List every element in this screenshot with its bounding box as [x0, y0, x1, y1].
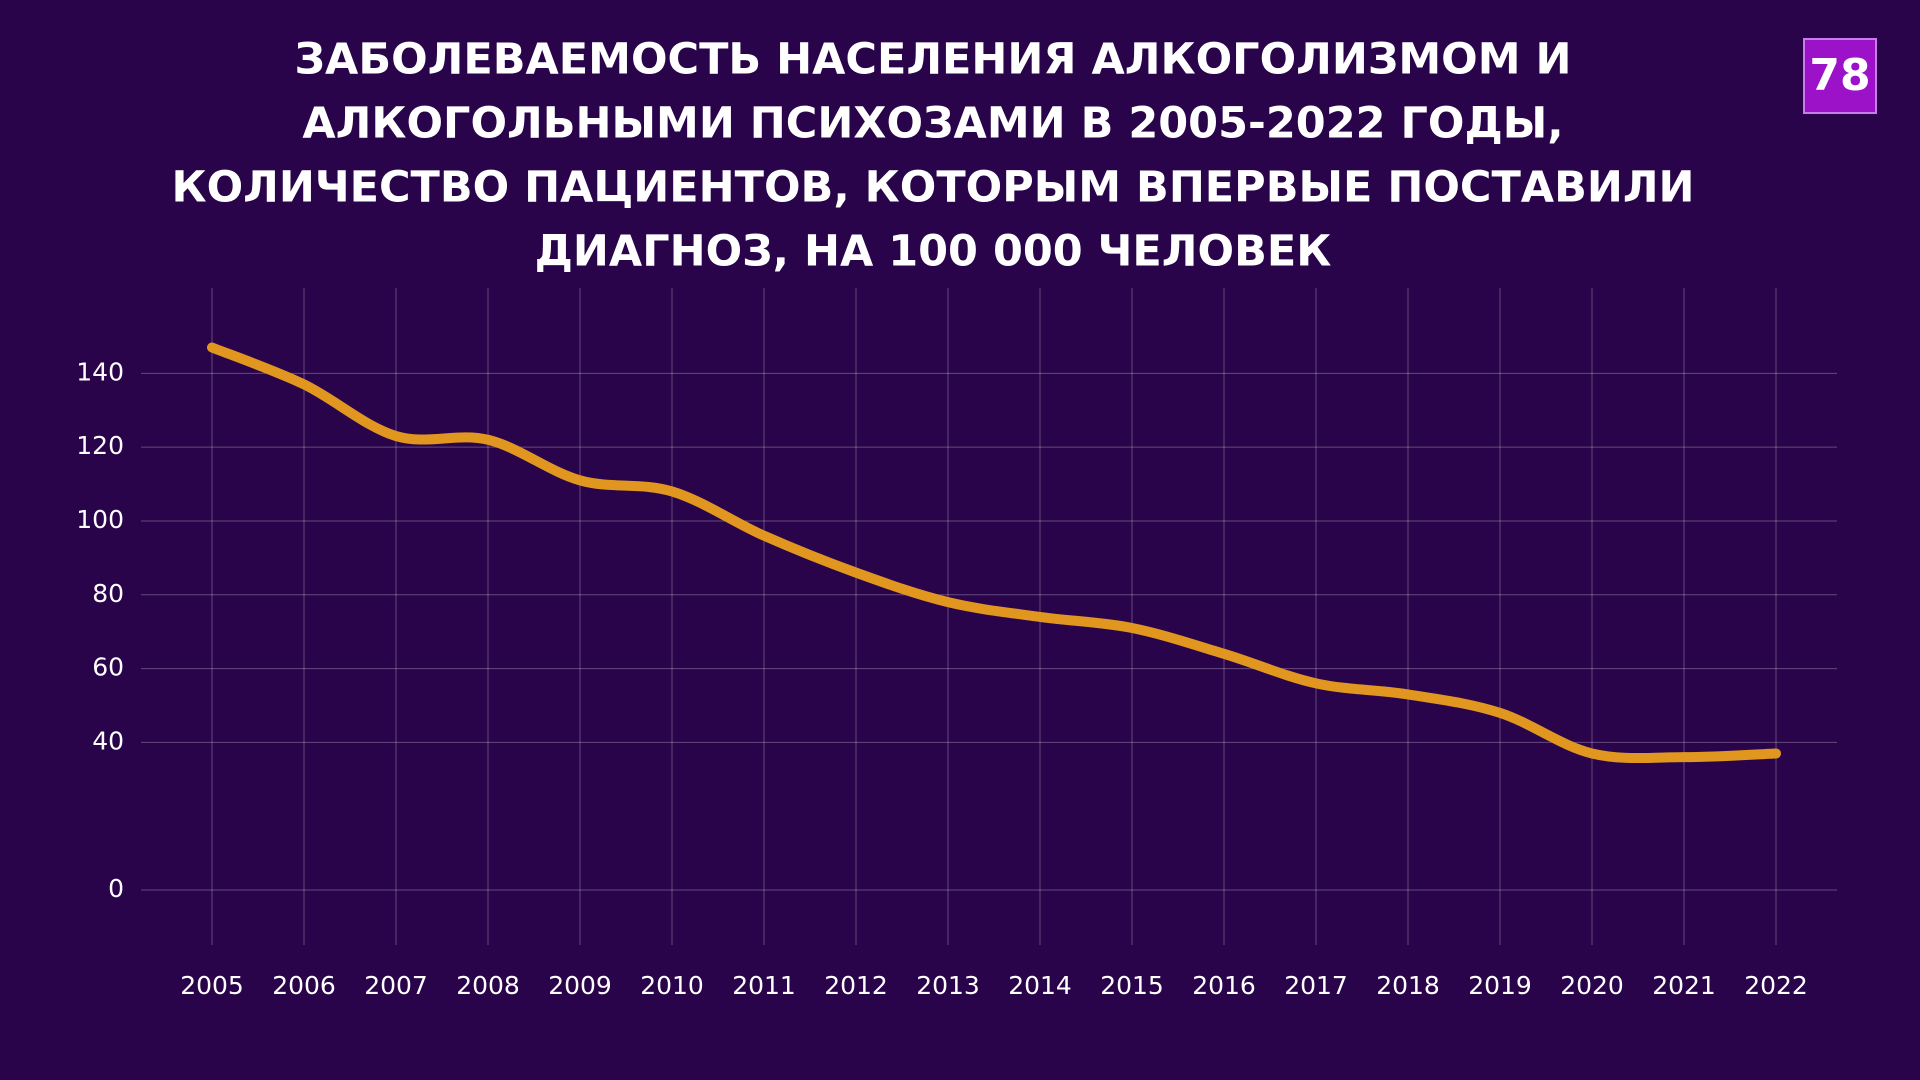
y-tick-label: 40	[92, 726, 124, 755]
x-tick-label: 2017	[1284, 971, 1348, 1000]
x-tick-label: 2008	[456, 971, 520, 1000]
chart-title: ДИАГНОЗ, НА 100 000 ЧЕЛОВЕК	[535, 227, 1332, 277]
y-tick-label: 60	[92, 653, 124, 682]
line	[207, 342, 1781, 764]
y-tick-label: 120	[76, 431, 124, 460]
y-tick-label: 140	[76, 357, 124, 386]
chart-title: АЛКОГОЛЬНЫМИ ПСИХОЗАМИ В 2005-2022 ГОДЫ,	[302, 99, 1563, 149]
x-tick-label: 2005	[180, 971, 244, 1000]
x-tick-label: 2020	[1560, 971, 1624, 1000]
x-tick-label: 2007	[364, 971, 428, 1000]
x-tick-label: 2012	[824, 971, 888, 1000]
x-tick-label: 2009	[548, 971, 612, 1000]
y-tick-label: 100	[76, 505, 124, 534]
x-tick-label: 2016	[1192, 971, 1256, 1000]
x-tick-label: 2015	[1100, 971, 1164, 1000]
y-tick-label: 80	[92, 579, 124, 608]
x-tick-label: 2019	[1468, 971, 1532, 1000]
y-tick-label: 0	[108, 874, 124, 903]
x-tick-label: 2021	[1652, 971, 1716, 1000]
x-tick-label: 2022	[1744, 971, 1808, 1000]
x-tick-label: 2018	[1376, 971, 1440, 1000]
x-tick-label: 2006	[272, 971, 336, 1000]
logo-box	[1803, 38, 1877, 114]
x-tick-label: 2013	[916, 971, 980, 1000]
x-tick-label: 2011	[732, 971, 796, 1000]
logo: 78	[1809, 50, 1870, 101]
x-tick-label: 2014	[1008, 971, 1072, 1000]
chart-title: ЗАБОЛЕВАЕМОСТЬ НАСЕЛЕНИЯ АЛКОГОЛИЗМОМ И	[295, 35, 1572, 85]
x-tick-label: 2010	[640, 971, 704, 1000]
chart-title: КОЛИЧЕСТВО ПАЦИЕНТОВ, КОТОРЫМ ВПЕРВЫЕ ПО…	[171, 163, 1694, 213]
